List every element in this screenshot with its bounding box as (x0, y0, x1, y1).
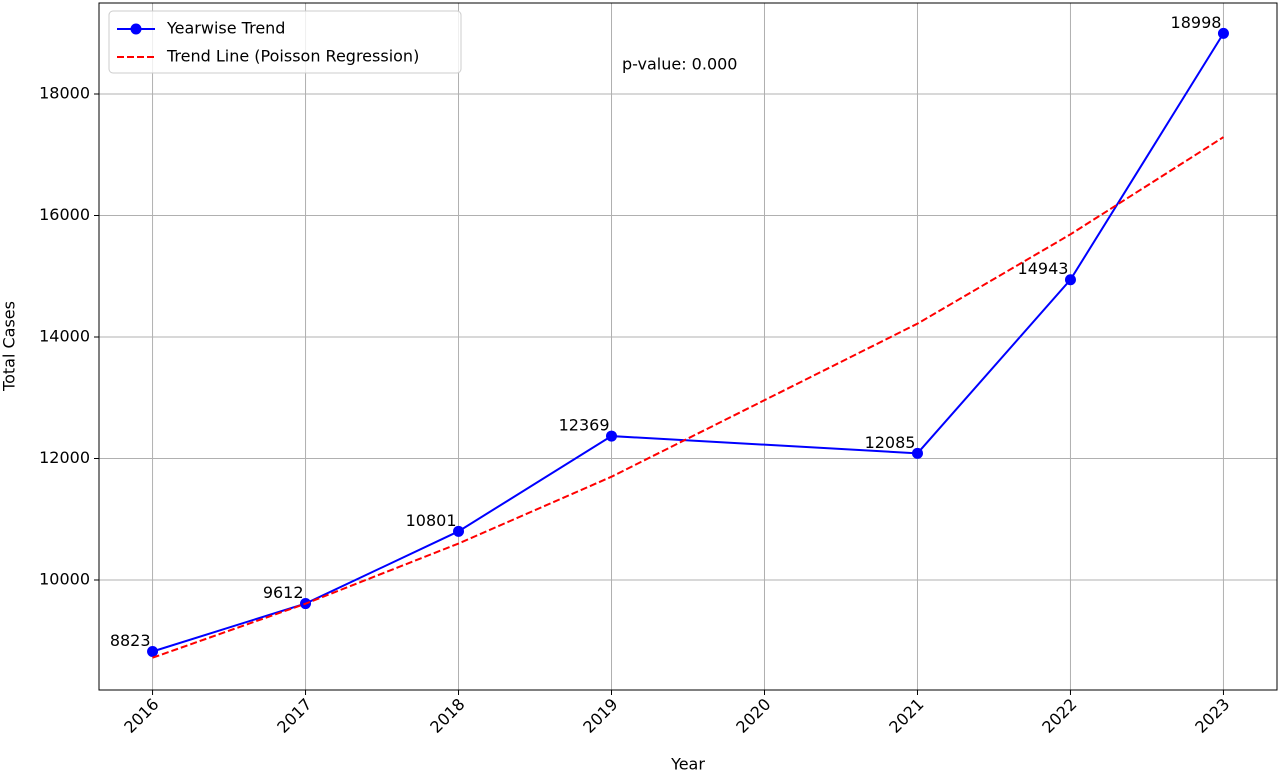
series-line (152, 32, 1225, 653)
y-tick-label: 16000 (39, 205, 90, 224)
x-tick-label: 2017 (273, 695, 315, 737)
x-tick-label: 2020 (732, 695, 774, 737)
data-point (911, 447, 923, 459)
x-tick-label: 2021 (885, 695, 927, 737)
data-point (1217, 27, 1229, 39)
annotation: p-value: 0.000 (622, 55, 737, 74)
data-point (606, 430, 618, 442)
data-label: 10801 (406, 511, 457, 530)
y-axis-label: Total Cases (0, 301, 19, 392)
legend-box (108, 10, 462, 74)
series-line (152, 136, 1224, 659)
data-label: 12369 (559, 416, 610, 435)
data-label: 18998 (1171, 13, 1222, 32)
x-tick-label: 2016 (120, 695, 162, 737)
data-point (453, 525, 465, 537)
data-label: 9612 (263, 583, 304, 602)
data-label: 8823 (110, 631, 151, 650)
plot-frame (98, 2, 1278, 691)
y-tick-label: 10000 (39, 569, 90, 588)
y-tick-label: 12000 (39, 448, 90, 467)
legend-label: Trend Line (Poisson Regression) (166, 47, 419, 66)
y-tick-label: 18000 (39, 84, 90, 103)
data-label: 14943 (1018, 259, 1069, 278)
x-axis-label: Year (670, 755, 705, 773)
x-tick-label: 2022 (1038, 695, 1080, 737)
x-tick-label: 2023 (1191, 695, 1233, 737)
data-point (147, 645, 159, 657)
x-tick-label: 2019 (579, 695, 621, 737)
data-point (1064, 274, 1076, 286)
legend-marker (130, 23, 142, 35)
data-label: 12085 (865, 433, 916, 452)
x-tick-label: 2018 (426, 695, 468, 737)
y-tick-label: 14000 (39, 326, 90, 345)
legend-label: Yearwise Trend (166, 19, 285, 38)
